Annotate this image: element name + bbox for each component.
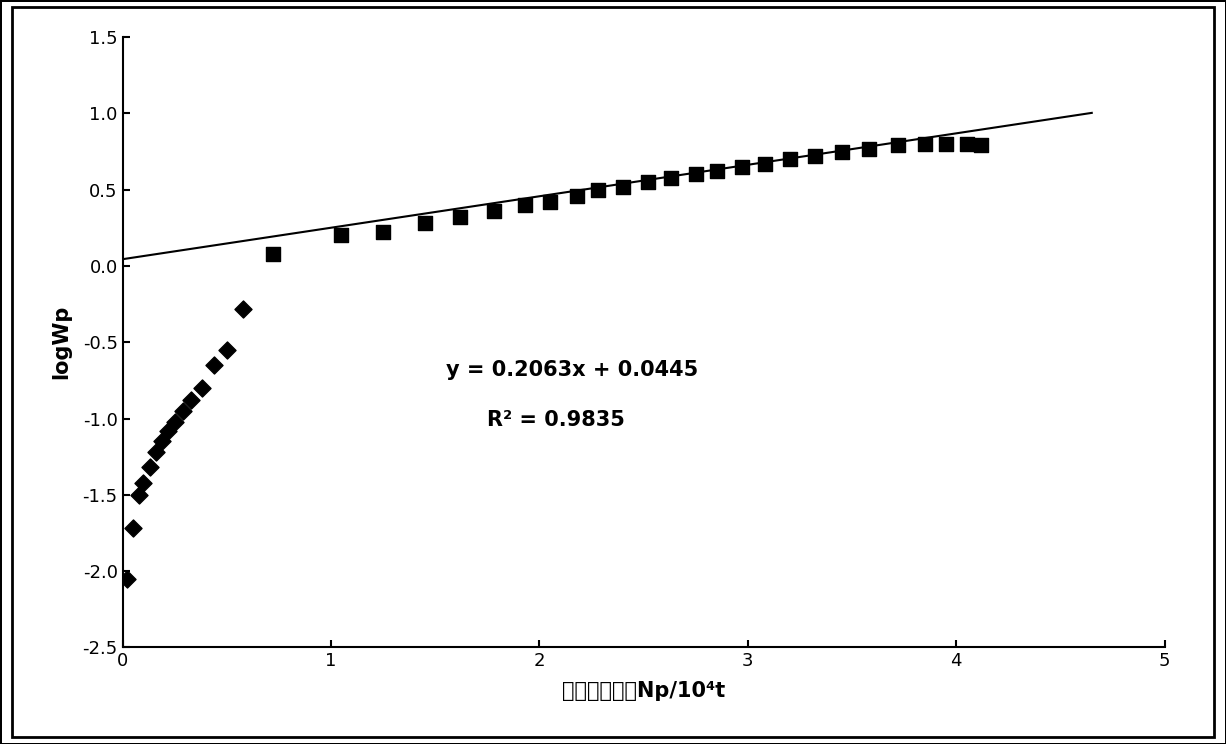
Point xyxy=(158,425,178,437)
Point xyxy=(755,158,775,170)
Point xyxy=(613,181,633,193)
Y-axis label: logWp: logWp xyxy=(51,305,71,379)
Point xyxy=(937,138,956,150)
Point xyxy=(804,150,824,162)
Point xyxy=(164,416,185,428)
Text: R² = 0.9835: R² = 0.9835 xyxy=(488,410,625,430)
Point xyxy=(687,169,706,181)
Point xyxy=(484,205,504,217)
Point xyxy=(173,405,192,417)
Point xyxy=(416,217,435,229)
Point xyxy=(450,211,470,223)
Point xyxy=(116,573,136,585)
Point xyxy=(832,146,852,158)
Point xyxy=(638,176,657,188)
X-axis label: 累积产油量，Np/10⁴t: 累积产油量，Np/10⁴t xyxy=(562,682,726,702)
Point xyxy=(123,522,143,534)
Point xyxy=(588,184,608,196)
Point xyxy=(134,477,153,489)
Point xyxy=(515,199,535,211)
Point xyxy=(780,153,799,165)
Point xyxy=(888,140,907,152)
Point xyxy=(958,138,977,150)
Point xyxy=(374,226,394,238)
Point xyxy=(332,229,352,241)
Point xyxy=(140,461,159,473)
Point xyxy=(130,489,150,501)
Point xyxy=(181,394,201,406)
Point xyxy=(732,161,752,173)
Point xyxy=(859,143,879,155)
Point xyxy=(262,248,282,260)
Point xyxy=(217,344,237,356)
Point xyxy=(192,382,212,394)
Point xyxy=(152,435,172,447)
Point xyxy=(568,190,587,202)
Point xyxy=(916,138,935,150)
Point xyxy=(541,196,560,208)
Point xyxy=(971,140,991,152)
Text: y = 0.2063x + 0.0445: y = 0.2063x + 0.0445 xyxy=(446,360,698,379)
Point xyxy=(205,359,224,371)
Point xyxy=(234,303,254,315)
Point xyxy=(146,446,166,458)
Point xyxy=(707,165,727,177)
Point xyxy=(661,172,680,184)
